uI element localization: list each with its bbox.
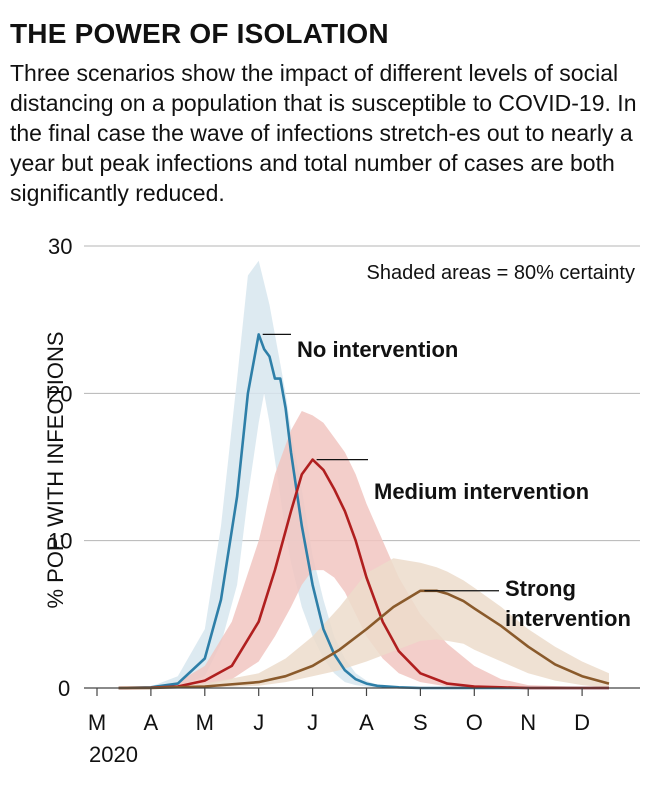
band-medium-intervention [118, 411, 609, 688]
x-tick-label: A [359, 710, 374, 735]
x-tick-label: M [88, 710, 106, 735]
axes: 0 10 20 30 M A M J J A S O N D [48, 234, 640, 735]
series-label-no-intervention: No intervention [297, 337, 458, 362]
series-labels: No intervention Medium intervention Strong… [262, 333, 631, 631]
x-tick-label: N [520, 710, 536, 735]
band-strong-intervention [118, 558, 609, 688]
x-tick-label: J [307, 710, 318, 735]
series-label-medium-intervention: Medium intervention [374, 479, 589, 504]
x-tick-label: J [253, 710, 264, 735]
x-tick-label: S [413, 710, 428, 735]
y-axis-label: % POP. WITH INFECTIONS [43, 331, 68, 608]
page-title: THE POWER OF ISOLATION [10, 18, 389, 49]
confidence-bands [118, 260, 609, 688]
page-subtitle: Three scenarios show the impact of diffe… [10, 60, 637, 206]
series-lines [118, 333, 610, 690]
y-tick-label: 0 [58, 676, 70, 701]
year-label: 2020 [89, 742, 138, 767]
band-no-intervention [118, 260, 609, 688]
x-tick-label: O [466, 710, 483, 735]
line-strong-intervention [118, 589, 610, 690]
chart-note: Shaded areas = 80% certainty [366, 262, 635, 284]
y-tick-label: 20 [48, 381, 72, 406]
y-tick-label: 30 [48, 234, 72, 259]
line-no-intervention [118, 333, 609, 690]
line-medium-intervention [118, 458, 609, 690]
y-tick-label: 10 [48, 529, 72, 554]
x-tick-label: M [196, 710, 214, 735]
series-label-strong-intervention: Strong intervention [505, 576, 631, 631]
x-tick-label: A [144, 710, 159, 735]
x-tick-label: D [574, 710, 590, 735]
